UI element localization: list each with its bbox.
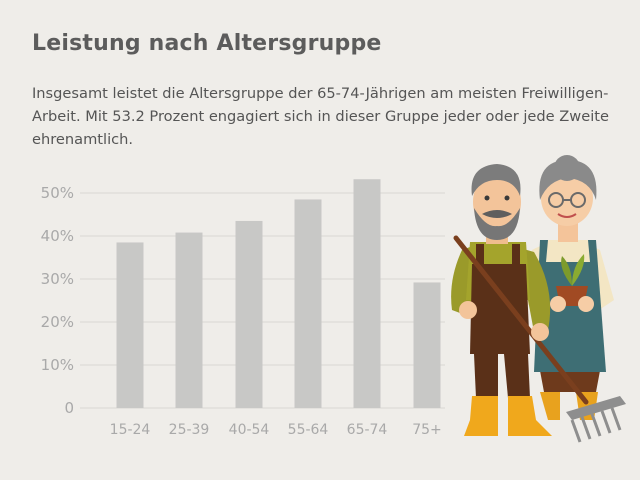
x-axis-ticks: 15-24 25-39 40-54 55-64 65-74 75+	[110, 422, 442, 438]
intro-text: Insgesamt leistet die Altersgruppe der 6…	[32, 85, 609, 148]
x-tick-label: 40-54	[229, 422, 270, 438]
bar-65-74	[353, 179, 381, 408]
x-tick-label: 15-24	[110, 422, 151, 438]
x-tick-label: 55-64	[288, 422, 329, 438]
bar-40-54	[235, 220, 263, 408]
y-tick-label: 30%	[41, 270, 74, 288]
man-figure-icon	[451, 164, 626, 443]
bar-75+	[413, 282, 441, 408]
bar-55-64	[294, 199, 322, 408]
bar-15-24	[116, 242, 144, 408]
woman-figure-icon	[522, 155, 614, 420]
y-tick-label: 0	[64, 399, 74, 417]
page-title: Leistung nach Altersgruppe	[32, 31, 382, 56]
y-tick-label: 10%	[41, 356, 74, 374]
x-tick-label: 65-74	[347, 422, 388, 438]
y-axis-ticks: 0 10% 20% 30% 40% 50%	[41, 184, 74, 417]
y-tick-label: 40%	[41, 227, 74, 245]
bars	[116, 179, 441, 408]
y-tick-label: 50%	[41, 184, 74, 202]
bar-25-39	[175, 232, 203, 408]
y-tick-label: 20%	[41, 313, 74, 331]
x-tick-label: 75+	[412, 422, 442, 438]
x-tick-label: 25-39	[169, 422, 210, 438]
